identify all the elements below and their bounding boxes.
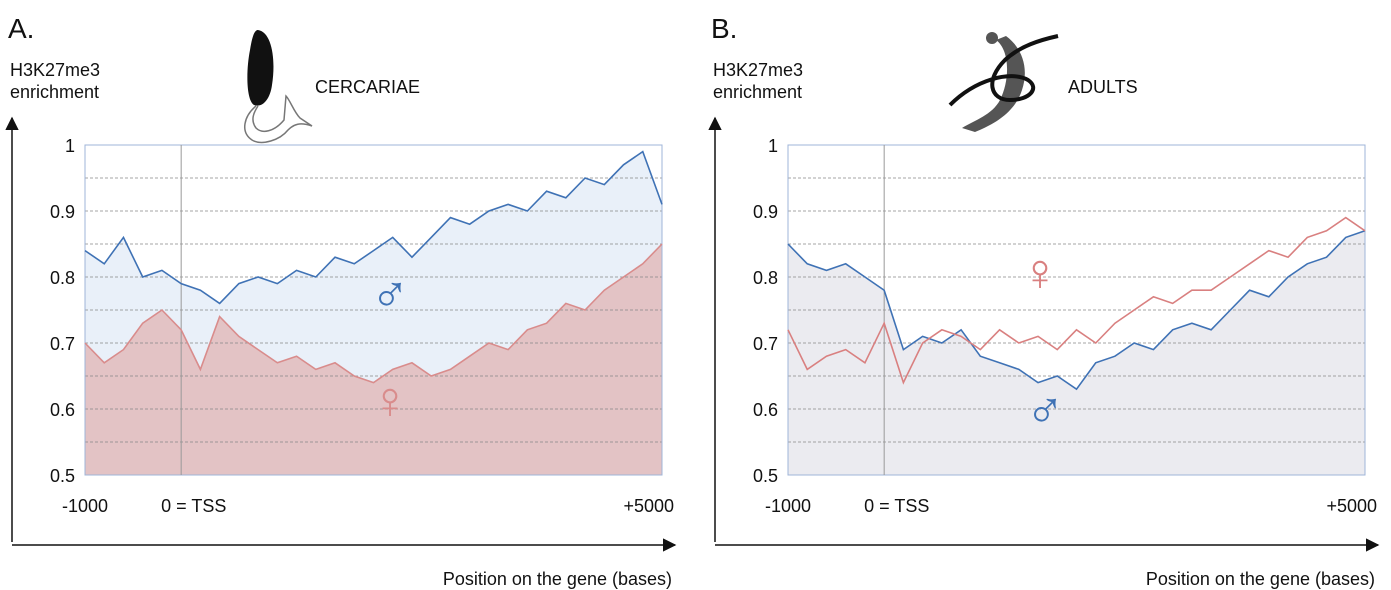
plot-frame [84,144,663,476]
y-tick-label: 0.6 [50,400,75,420]
series-symbol: ♀ [1021,244,1060,302]
cercaria-icon [244,30,313,144]
series-line [787,230,1366,391]
panel: -1000 0 = TSS +5000 0.5 0.6 0.7 0.8 0.9 1 ♂ ♀ A. H3K… [5,13,677,589]
series-line [84,150,663,305]
series-symbol: ♂ [1026,382,1065,440]
y-tick-label: 1 [768,136,778,156]
y-tick-label: 0.6 [753,400,778,420]
panel: -1000 0 = TSS +5000 0.5 0.6 0.7 0.8 0.9 1 ♂ ♀ B. H3K… [708,13,1380,589]
panel-label: A. [8,13,34,44]
y-axis-label: H3K27me3 [10,60,100,80]
series-area [788,230,1365,475]
y-axis-label: enrichment [10,82,99,102]
y-tick-label: 1 [65,136,75,156]
y-tick-label: 0.7 [50,334,75,354]
x-tick-label: 0 = TSS [161,496,226,516]
chart-title: ADULTS [1068,77,1138,97]
series-symbol: ♀ [371,372,410,430]
x-tick-label: -1000 [765,496,811,516]
plot-frame [787,144,1366,476]
y-tick-label: 0.5 [753,466,778,486]
adult-worm-icon [948,32,1059,132]
x-axis-label: Position on the gene (bases) [443,569,672,589]
y-axis-label: enrichment [713,82,802,102]
y-tick-label: 0.7 [753,334,778,354]
chart-title: CERCARIAE [315,77,420,97]
x-tick-label: +5000 [1326,496,1377,516]
x-tick-label: +5000 [623,496,674,516]
x-tick-label: -1000 [62,496,108,516]
series-symbol: ♂ [371,266,410,324]
y-tick-label: 0.8 [753,268,778,288]
series-line [787,216,1366,385]
y-tick-label: 0.8 [50,268,75,288]
series-line [84,243,663,384]
series-area [85,244,662,475]
x-tick-label: 0 = TSS [864,496,929,516]
y-tick-label: 0.5 [50,466,75,486]
y-tick-label: 0.9 [753,202,778,222]
panel-label: B. [711,13,737,44]
x-axis-label: Position on the gene (bases) [1146,569,1375,589]
y-axis-label: H3K27me3 [713,60,803,80]
y-tick-label: 0.9 [50,202,75,222]
